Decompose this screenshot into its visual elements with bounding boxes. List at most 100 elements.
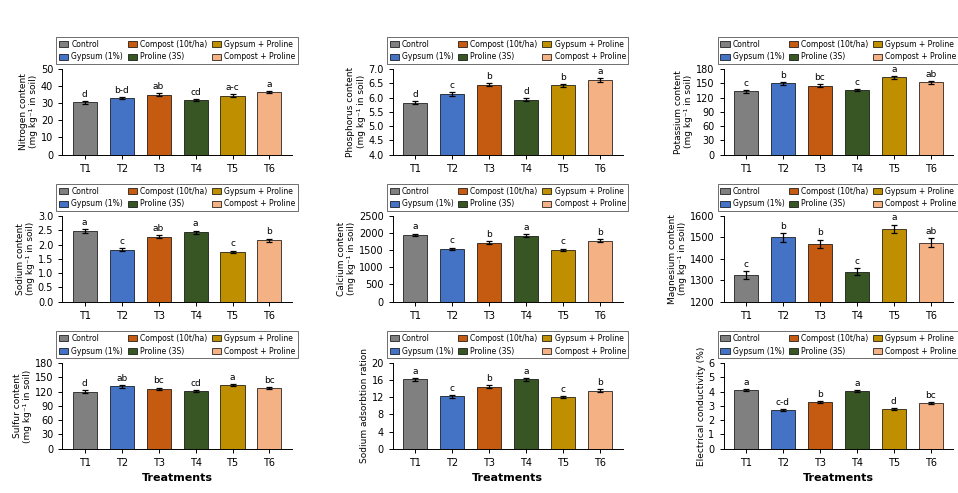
Y-axis label: Calcium content
(mg kg⁻¹ in soil): Calcium content (mg kg⁻¹ in soil) (337, 222, 356, 296)
Bar (919, 243, 943, 493)
Bar (551, 249, 575, 302)
Text: c: c (855, 78, 859, 87)
Text: c: c (743, 79, 748, 88)
Text: a: a (743, 378, 749, 387)
Bar (919, 82, 943, 154)
Bar (441, 94, 465, 269)
Bar (109, 387, 134, 449)
Text: a: a (855, 379, 859, 387)
Text: b: b (266, 227, 272, 237)
Bar (588, 391, 612, 449)
Text: a: a (523, 223, 529, 232)
Bar (477, 85, 501, 269)
Bar (403, 235, 427, 302)
Text: b: b (817, 390, 823, 399)
Bar (147, 389, 171, 449)
Text: c: c (743, 260, 748, 269)
Bar (514, 236, 538, 302)
Bar (881, 229, 906, 493)
Bar (184, 100, 208, 154)
Y-axis label: Electrical conductivity (%): Electrical conductivity (%) (696, 346, 705, 465)
Text: d: d (891, 397, 897, 406)
Bar (220, 96, 244, 154)
Bar (588, 241, 612, 302)
Bar (477, 387, 501, 449)
X-axis label: Treatments: Treatments (472, 473, 543, 483)
Text: c: c (119, 237, 125, 246)
Text: a: a (598, 67, 603, 76)
Text: bc: bc (264, 376, 275, 385)
Text: a: a (891, 65, 897, 73)
Text: ab: ab (925, 70, 936, 78)
Bar (514, 380, 538, 449)
Text: c: c (450, 237, 455, 246)
Text: b: b (487, 230, 492, 239)
Text: bc: bc (925, 391, 936, 400)
Text: b: b (817, 228, 823, 238)
Bar (477, 243, 501, 302)
Text: d: d (523, 87, 529, 96)
Bar (734, 91, 758, 154)
Bar (845, 272, 869, 493)
Bar (845, 90, 869, 154)
Bar (73, 231, 97, 302)
Y-axis label: Sodium content
(mg kg⁻¹ in soil): Sodium content (mg kg⁻¹ in soil) (15, 222, 34, 295)
Bar (845, 391, 869, 449)
Bar (881, 410, 906, 449)
Text: c: c (855, 257, 859, 266)
Bar (73, 103, 97, 154)
Legend: Control, Gypsum (1%), Compost (10t/ha), Proline (3S), Gypsum + Proline, Compost : Control, Gypsum (1%), Compost (10t/ha), … (387, 184, 628, 211)
Legend: Control, Gypsum (1%), Compost (10t/ha), Proline (3S), Gypsum + Proline, Compost : Control, Gypsum (1%), Compost (10t/ha), … (57, 37, 298, 64)
Bar (734, 275, 758, 493)
Text: b: b (560, 72, 566, 82)
Bar (441, 249, 465, 302)
Text: c: c (450, 384, 455, 393)
Bar (147, 95, 171, 154)
Text: b: b (780, 70, 786, 80)
Text: c: c (560, 385, 565, 394)
Bar (403, 380, 427, 449)
Bar (919, 403, 943, 449)
Bar (734, 390, 758, 449)
Text: c-d: c-d (776, 398, 790, 407)
Text: ab: ab (925, 227, 936, 236)
Y-axis label: Potassium content
(mg kg⁻¹ in soil): Potassium content (mg kg⁻¹ in soil) (673, 70, 694, 154)
Bar (220, 385, 244, 449)
Text: d: d (81, 90, 87, 99)
Text: b-d: b-d (114, 86, 129, 95)
Legend: Control, Gypsum (1%), Compost (10t/ha), Proline (3S), Gypsum + Proline, Compost : Control, Gypsum (1%), Compost (10t/ha), … (718, 184, 958, 211)
Bar (109, 250, 134, 302)
Bar (184, 391, 208, 449)
Bar (771, 410, 795, 449)
Y-axis label: Sodium adsorbtion ration: Sodium adsorbtion ration (360, 349, 369, 463)
Text: c: c (450, 81, 455, 90)
Text: bc: bc (153, 377, 164, 386)
Text: ab: ab (116, 374, 127, 383)
Y-axis label: Nitrogen content
(mg kg⁻¹ in soil): Nitrogen content (mg kg⁻¹ in soil) (19, 73, 38, 150)
Text: b: b (597, 228, 603, 237)
Bar (147, 237, 171, 302)
Text: ab: ab (153, 224, 164, 233)
Bar (551, 397, 575, 449)
Text: b: b (487, 72, 492, 81)
Text: a: a (523, 366, 529, 376)
Bar (771, 238, 795, 493)
Text: bc: bc (814, 73, 825, 82)
Text: a: a (413, 222, 418, 231)
Text: b: b (780, 222, 786, 231)
Text: a: a (891, 213, 897, 222)
Text: c: c (230, 240, 235, 248)
Text: a: a (413, 367, 418, 376)
Bar (73, 391, 97, 449)
Bar (220, 252, 244, 302)
Legend: Control, Gypsum (1%), Compost (10t/ha), Proline (3S), Gypsum + Proline, Compost : Control, Gypsum (1%), Compost (10t/ha), … (57, 331, 298, 358)
Bar (588, 80, 612, 269)
X-axis label: Treatments: Treatments (142, 473, 213, 483)
Legend: Control, Gypsum (1%), Compost (10t/ha), Proline (3S), Gypsum + Proline, Compost : Control, Gypsum (1%), Compost (10t/ha), … (718, 37, 958, 64)
Text: cd: cd (191, 379, 201, 388)
Text: c: c (560, 238, 565, 246)
Y-axis label: Magnesium content
(mg kg⁻¹ in soil): Magnesium content (mg kg⁻¹ in soil) (668, 214, 687, 304)
Bar (184, 232, 208, 302)
Text: cd: cd (191, 88, 201, 97)
Bar (258, 240, 282, 302)
